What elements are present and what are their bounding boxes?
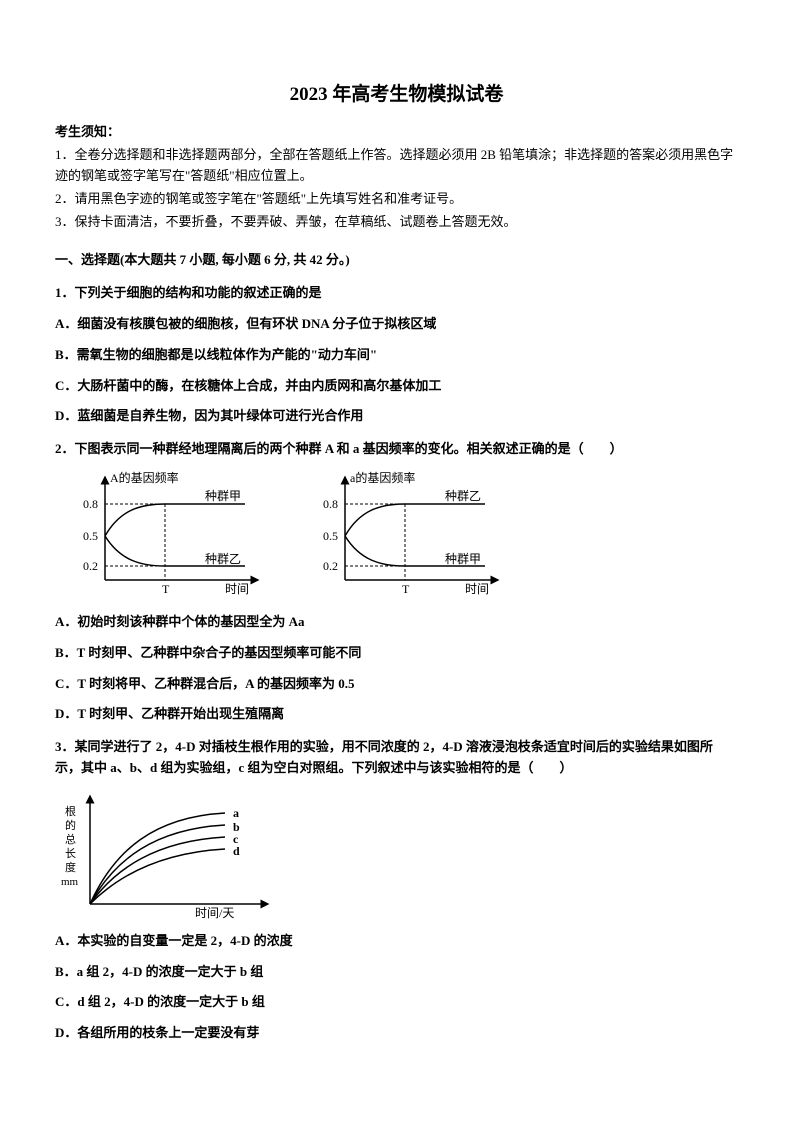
xtick: T xyxy=(162,582,170,596)
instructions-header: 考生须知： xyxy=(55,122,738,143)
q2-option-a: A．初始时刻该种群中个体的基因型全为 Aa xyxy=(55,612,738,633)
q3-option-d: D．各组所用的枝条上一定要没有芽 xyxy=(55,1023,738,1044)
ytick: 0.2 xyxy=(323,559,338,573)
ytick: 0.2 xyxy=(83,559,98,573)
q1-option-b: B．需氧生物的细胞都是以线粒体作为产能的"动力车间" xyxy=(55,345,738,366)
q3-stem: 3．某同学进行了 2，4-D 对插枝生根作用的实验，用不同浓度的 2，4-D 溶… xyxy=(55,737,738,779)
ytick: 0.8 xyxy=(323,497,338,511)
ytick: 0.5 xyxy=(83,529,98,543)
ytick: 0.5 xyxy=(323,529,338,543)
q1-stem: 1．下列关于细胞的结构和功能的叙述正确的是 xyxy=(55,283,738,304)
chart-title: A的基因频率 xyxy=(110,470,179,485)
q3-option-b: B．a 组 2，4-D 的浓度一定大于 b 组 xyxy=(55,962,738,983)
xlabel: 时间/天 xyxy=(195,906,234,919)
section-heading: 一、选择题(本大题共 7 小题, 每小题 6 分, 共 42 分。) xyxy=(55,250,738,271)
xlabel: 时间 xyxy=(465,582,489,596)
q2-option-b: B．T 时刻甲、乙种群中杂合子的基因型频率可能不同 xyxy=(55,643,738,664)
instruction-line: 3．保持卡面清洁，不要折叠，不要弄破、弄皱，在草稿纸、试题卷上答题无效。 xyxy=(55,212,738,233)
q3-chart: 根 的 总 长 度 mm a b c d 时间/天 xyxy=(55,789,285,919)
q1-option-a: A．细菌没有核膜包被的细胞核，但有环状 DNA 分子位于拟核区域 xyxy=(55,314,738,335)
instruction-line: 2．请用黑色字迹的钢笔或签字笔在"答题纸"上先填写姓名和准考证号。 xyxy=(55,189,738,210)
ylabel-char: 根 xyxy=(65,804,76,818)
instructions-block: 考生须知： 1．全卷分选择题和非选择题两部分，全部在答题纸上作答。选择题必须用 … xyxy=(55,122,738,232)
ylabel-char: 度 xyxy=(65,860,76,874)
ytick: 0.8 xyxy=(83,497,98,511)
ylabel-char: 的 xyxy=(65,818,76,832)
q2-option-d: D．T 时刻甲、乙种群开始出现生殖隔离 xyxy=(55,704,738,725)
xlabel: 时间 xyxy=(225,582,249,596)
q2-stem: 2．下图表示同一种群经地理隔离后的两个种群 A 和 a 基因频率的变化。相关叙述… xyxy=(55,439,738,460)
ylabel-char: 长 xyxy=(65,847,76,860)
series-label: 种群甲 xyxy=(205,489,241,503)
series-label: 种群乙 xyxy=(205,552,241,566)
series-label: 种群乙 xyxy=(445,489,481,503)
page-title: 2023 年高考生物模拟试卷 xyxy=(55,80,738,110)
q2-chart-left: 0.8 0.5 0.2 A的基因频率 种群甲 种群乙 T 时间 xyxy=(65,470,265,600)
q1-option-d: D．蓝细菌是自养生物，因为其叶绿体可进行光合作用 xyxy=(55,406,738,427)
q2-charts: 0.8 0.5 0.2 A的基因频率 种群甲 种群乙 T 时间 0.8 0.5 … xyxy=(65,470,738,600)
series-a: a xyxy=(233,806,239,820)
q3-option-a: A．本实验的自变量一定是 2，4-D 的浓度 xyxy=(55,931,738,952)
instruction-line: 1．全卷分选择题和非选择题两部分，全部在答题纸上作答。选择题必须用 2B 铅笔填… xyxy=(55,145,738,187)
ylabel-char: mm xyxy=(61,876,79,888)
xtick: T xyxy=(402,582,410,596)
q3-chart-wrap: 根 的 总 长 度 mm a b c d 时间/天 xyxy=(55,789,738,919)
q2-chart-right: 0.8 0.5 0.2 a的基因频率 种群乙 种群甲 T 时间 xyxy=(305,470,505,600)
q3-option-c: C．d 组 2，4-D 的浓度一定大于 b 组 xyxy=(55,992,738,1013)
q2-option-c: C．T 时刻将甲、乙种群混合后，A 的基因频率为 0.5 xyxy=(55,674,738,695)
series-label: 种群甲 xyxy=(445,552,481,566)
chart-title: a的基因频率 xyxy=(350,470,415,485)
q1-option-c: C．大肠杆菌中的酶，在核糖体上合成，并由内质网和高尔基体加工 xyxy=(55,376,738,397)
ylabel-char: 总 xyxy=(65,832,76,846)
series-d: d xyxy=(233,844,240,858)
